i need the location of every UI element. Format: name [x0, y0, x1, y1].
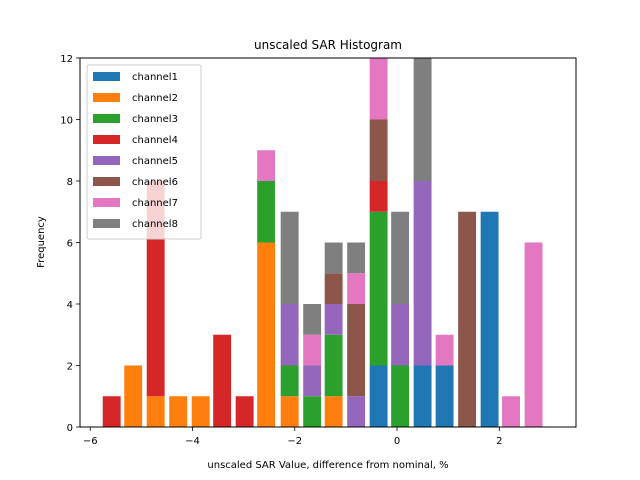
legend-swatch-channel6 — [93, 177, 120, 186]
y-tick-label: 0 — [67, 423, 73, 434]
legend-swatch-channel8 — [93, 219, 120, 228]
bar-channel3-bin-8 — [280, 365, 299, 397]
y-tick-label: 2 — [67, 362, 73, 373]
bar-channel2-bin-4 — [191, 396, 210, 427]
bars-group — [102, 58, 543, 427]
y-axis-label: Frequency — [36, 216, 47, 268]
legend-label-channel8: channel8 — [132, 219, 178, 230]
bar-channel7-bin-12 — [369, 58, 388, 120]
bar-channel1-bin-12 — [369, 365, 388, 427]
bar-channel7-bin-9 — [303, 334, 322, 366]
bar-channel8-bin-13 — [391, 211, 410, 304]
legend-swatch-channel5 — [93, 156, 120, 165]
bar-channel8-bin-10 — [324, 242, 343, 274]
y-axis: 0 2 4 6 8 10 12 — [60, 54, 80, 434]
bar-channel2-bin-8 — [280, 396, 299, 427]
bar-channel7-bin-11 — [347, 273, 366, 304]
bar-channel2-bin-10 — [324, 396, 343, 427]
legend-label-channel4: channel4 — [132, 135, 178, 146]
bar-channel6-bin-10 — [324, 273, 343, 304]
bar-channel8-bin-9 — [303, 304, 322, 335]
legend-swatch-channel7 — [93, 198, 120, 207]
bar-channel6-bin-12 — [369, 119, 388, 181]
bar-channel6-bin-16 — [458, 211, 477, 427]
bar-channel2-bin-2 — [146, 396, 165, 427]
bar-channel5-bin-8 — [280, 304, 299, 366]
legend-box — [86, 64, 202, 240]
bar-channel4-bin-6 — [235, 396, 254, 427]
bar-channel7-bin-15 — [435, 334, 454, 366]
bar-channel1-bin-17 — [480, 211, 499, 427]
legend-swatch-channel2 — [93, 93, 120, 102]
bar-channel2-bin-3 — [169, 396, 188, 427]
bar-channel1-bin-14 — [413, 365, 432, 427]
legend: channel1 channel2 channel3 channel4 channel5… — [86, 64, 202, 240]
legend-label-channel6: channel6 — [132, 177, 178, 188]
bar-channel3-bin-10 — [324, 334, 343, 397]
bar-channel7-bin-18 — [502, 396, 521, 427]
legend-swatch-channel4 — [93, 135, 120, 144]
y-tick-label: 6 — [67, 239, 73, 250]
x-axis-label: unscaled SAR Value, difference from nomi… — [207, 460, 448, 471]
bar-channel5-bin-13 — [391, 304, 410, 366]
bar-channel1-bin-15 — [435, 365, 454, 427]
bar-channel2-bin-1 — [124, 365, 143, 427]
y-tick-label: 10 — [60, 116, 73, 127]
legend-label-channel1: channel1 — [132, 72, 178, 83]
bar-channel3-bin-9 — [303, 396, 322, 427]
x-tick-label: −4 — [185, 436, 200, 447]
bar-channel6-bin-11 — [347, 304, 366, 397]
bar-channel4-bin-5 — [213, 334, 232, 427]
y-tick-label: 4 — [67, 300, 73, 311]
legend-swatch-channel3 — [93, 114, 120, 123]
y-tick-label: 8 — [67, 177, 73, 188]
chart-title: unscaled SAR Histogram — [254, 38, 402, 52]
bar-channel4-bin-12 — [369, 181, 388, 212]
legend-label-channel5: channel5 — [132, 156, 178, 167]
bar-channel7-bin-7 — [257, 150, 276, 181]
bar-channel3-bin-13 — [391, 365, 410, 427]
bar-channel5-bin-14 — [413, 181, 432, 366]
x-tick-label: −2 — [287, 436, 302, 447]
bar-channel2-bin-7 — [257, 242, 276, 427]
y-tick-label: 12 — [60, 54, 73, 65]
legend-label-channel2: channel2 — [132, 93, 178, 104]
bar-channel3-bin-12 — [369, 211, 388, 366]
x-tick-label: 0 — [394, 436, 400, 447]
bar-channel5-bin-10 — [324, 304, 343, 335]
legend-swatch-channel1 — [93, 72, 120, 81]
legend-label-channel7: channel7 — [132, 198, 178, 209]
bar-channel8-bin-14 — [413, 58, 432, 181]
bar-channel5-bin-9 — [303, 365, 322, 397]
bar-channel8-bin-8 — [280, 211, 299, 304]
x-axis: −6 −4 −2 0 2 — [83, 427, 502, 447]
bar-channel3-bin-7 — [257, 181, 276, 243]
x-tick-label: −6 — [83, 436, 98, 447]
bar-channel7-bin-19 — [524, 242, 543, 427]
bar-channel5-bin-11 — [347, 396, 366, 427]
legend-label-channel3: channel3 — [132, 114, 178, 125]
bar-channel4-bin-0 — [102, 396, 121, 427]
x-tick-label: 2 — [496, 436, 502, 447]
bar-channel8-bin-11 — [347, 242, 366, 274]
